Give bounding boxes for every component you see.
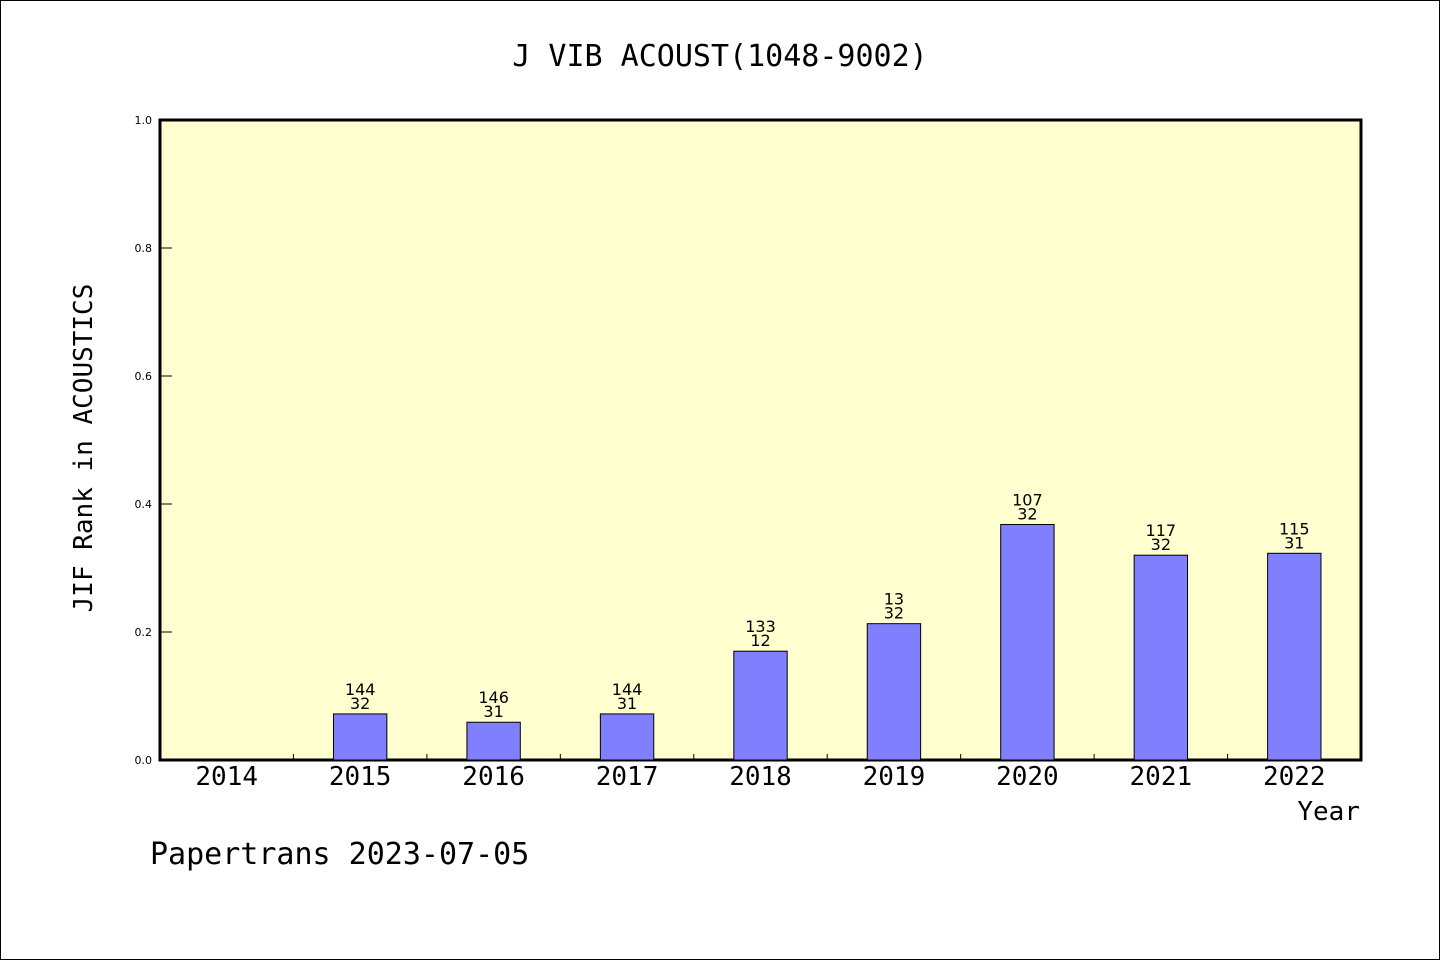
bar-label-rank: 107 [1012, 490, 1043, 509]
bar-label-rank: 133 [745, 617, 776, 636]
bar-label-rank: 13 [884, 590, 904, 609]
bar-2022 [1267, 552, 1322, 761]
y-tick-label: 0.0 [135, 754, 153, 767]
x-axis-ticks: 2014 2015 2016 2017 2018 2019 2020 2021 2022 [195, 754, 1326, 792]
x-tick-label: 2015 [329, 762, 392, 792]
x-tick-label: 2018 [729, 762, 792, 792]
bar-label-rank: 115 [1279, 519, 1310, 538]
y-tick-label: 0.2 [135, 626, 153, 639]
bar-label-total: 31 [483, 702, 503, 721]
bar-2020 [1000, 523, 1055, 761]
x-axis-label: Year [1297, 797, 1360, 827]
x-tick-label: 2014 [195, 762, 258, 792]
x-tick-label: 2020 [996, 762, 1059, 792]
x-tick-label: 2019 [863, 762, 926, 792]
y-tick-label: 0.8 [135, 242, 153, 255]
bars-group [332, 523, 1322, 761]
x-tick-label: 2022 [1263, 762, 1326, 792]
bar-label-rank: 144 [345, 680, 376, 699]
bar-label-total: 32 [1017, 504, 1037, 523]
bar-label-total: 31 [617, 694, 637, 713]
x-tick-label: 2017 [596, 762, 659, 792]
y-tick-label: 0.6 [135, 370, 153, 383]
y-axis-ticks: 0.0 0.2 0.4 0.6 0.8 1.0 [135, 114, 172, 767]
y-axis-label: JIF Rank in ACOUSTICS [69, 284, 99, 613]
y-tick-label: 0.4 [135, 498, 153, 511]
bar-2019 [866, 623, 922, 761]
y-tick-label: 1.0 [135, 114, 153, 127]
bar-2021 [1133, 554, 1189, 761]
bar-label-total: 32 [350, 694, 370, 713]
bar-label-total: 31 [1284, 533, 1304, 552]
bar-2017 [599, 713, 655, 761]
bar-label-rank: 117 [1146, 521, 1177, 540]
bar-label-total: 32 [1151, 535, 1171, 554]
bar-label-rank: 144 [612, 680, 643, 699]
x-tick-label: 2021 [1130, 762, 1193, 792]
bar-label-total: 32 [884, 604, 904, 623]
bar-2016 [466, 721, 521, 761]
bar-label-rank: 146 [478, 688, 509, 707]
chart-title: J VIB ACOUST(1048-9002) [512, 39, 927, 74]
bar-label-total: 12 [750, 631, 770, 650]
footer-credit: Papertrans 2023-07-05 [150, 837, 529, 872]
bar-2015 [332, 713, 388, 761]
x-tick-label: 2016 [462, 762, 525, 792]
bar-2018 [733, 650, 788, 761]
